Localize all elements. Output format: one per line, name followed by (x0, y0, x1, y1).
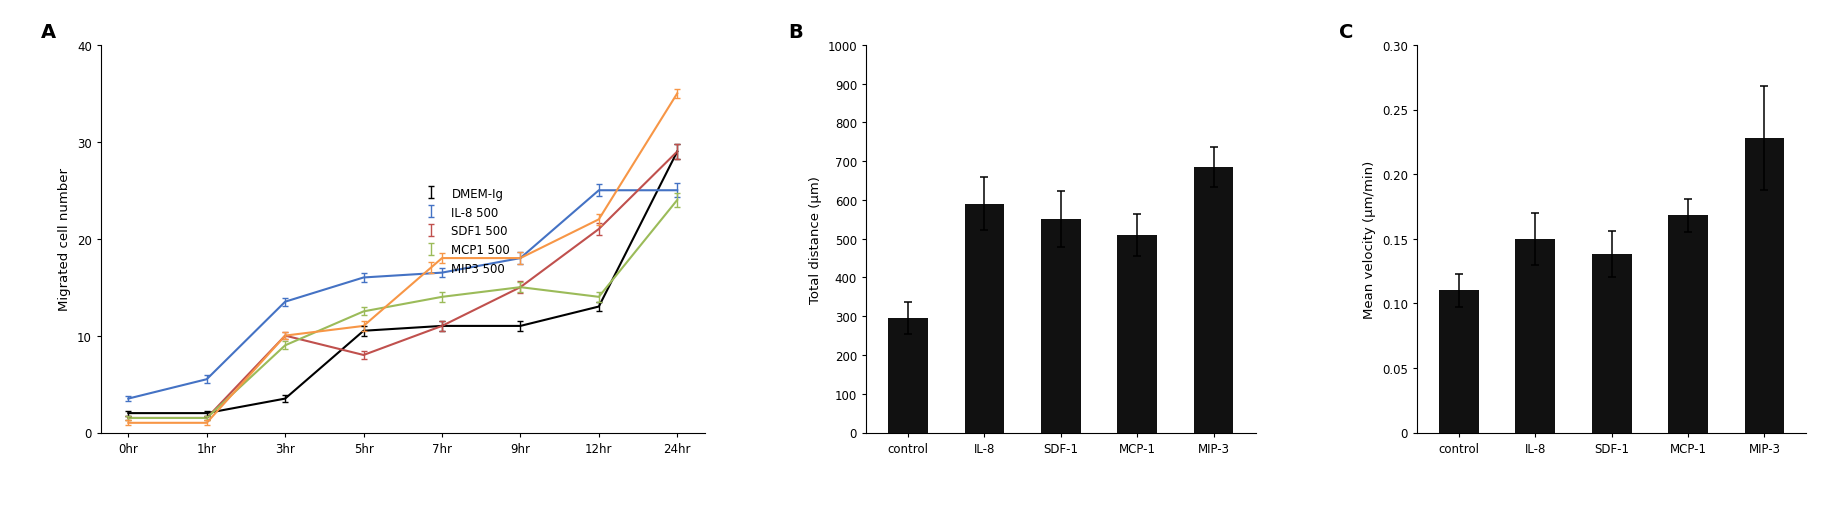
Bar (1515, 239, 1555, 433)
Bar (1592, 254, 1632, 433)
Bar (888, 319, 928, 433)
Bar (1669, 216, 1707, 433)
Bar (965, 205, 1005, 433)
Bar (1042, 220, 1080, 433)
Text: C: C (1339, 22, 1353, 42)
Bar (1117, 235, 1157, 433)
Text: B: B (789, 22, 803, 42)
Legend: DMEM-Ig, IL-8 500, SDF1 500, MCP1 500, MIP3 500: DMEM-Ig, IL-8 500, SDF1 500, MCP1 500, M… (420, 187, 510, 276)
Text: A: A (40, 22, 55, 42)
Y-axis label: Migrated cell number: Migrated cell number (59, 168, 72, 310)
Y-axis label: Total distance (μm): Total distance (μm) (809, 176, 822, 303)
Bar (1440, 291, 1478, 433)
Y-axis label: Mean velocity (μm/min): Mean velocity (μm/min) (1363, 160, 1376, 318)
Bar (1194, 167, 1234, 433)
Bar (1744, 138, 1784, 433)
